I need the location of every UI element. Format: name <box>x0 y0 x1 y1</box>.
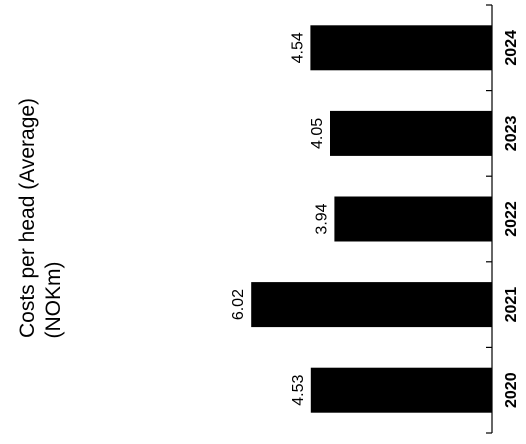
bars-group <box>251 25 492 413</box>
y-axis-title-line-1: Costs per head (Average) <box>16 98 39 338</box>
category-axis <box>486 4 493 434</box>
value-label-2021: 6.02 <box>230 289 247 320</box>
y-axis-title: Costs per head (Average) (NOKm) <box>16 98 65 339</box>
value-label-2022: 3.94 <box>313 203 330 234</box>
value-labels-group: 4.53 6.02 3.94 4.05 4.54 <box>230 32 330 406</box>
value-label-2024: 4.54 <box>289 32 306 63</box>
bar-2023 <box>330 110 492 156</box>
category-label-2021: 2021 <box>503 287 520 323</box>
category-label-2024: 2024 <box>503 30 520 66</box>
category-label-2020: 2020 <box>503 372 520 408</box>
value-label-2023: 4.05 <box>309 118 326 149</box>
category-labels-group: 2020 2021 2022 2023 2024 <box>503 30 520 408</box>
category-label-2022: 2022 <box>503 201 520 237</box>
value-label-2020: 4.53 <box>290 375 307 406</box>
category-label-2023: 2023 <box>503 116 520 152</box>
bar-2021 <box>251 282 492 328</box>
bar-2022 <box>334 196 492 242</box>
bar-2020 <box>310 367 492 413</box>
y-axis-title-line-2: (NOKm) <box>42 262 65 339</box>
bar-2024 <box>310 25 492 71</box>
